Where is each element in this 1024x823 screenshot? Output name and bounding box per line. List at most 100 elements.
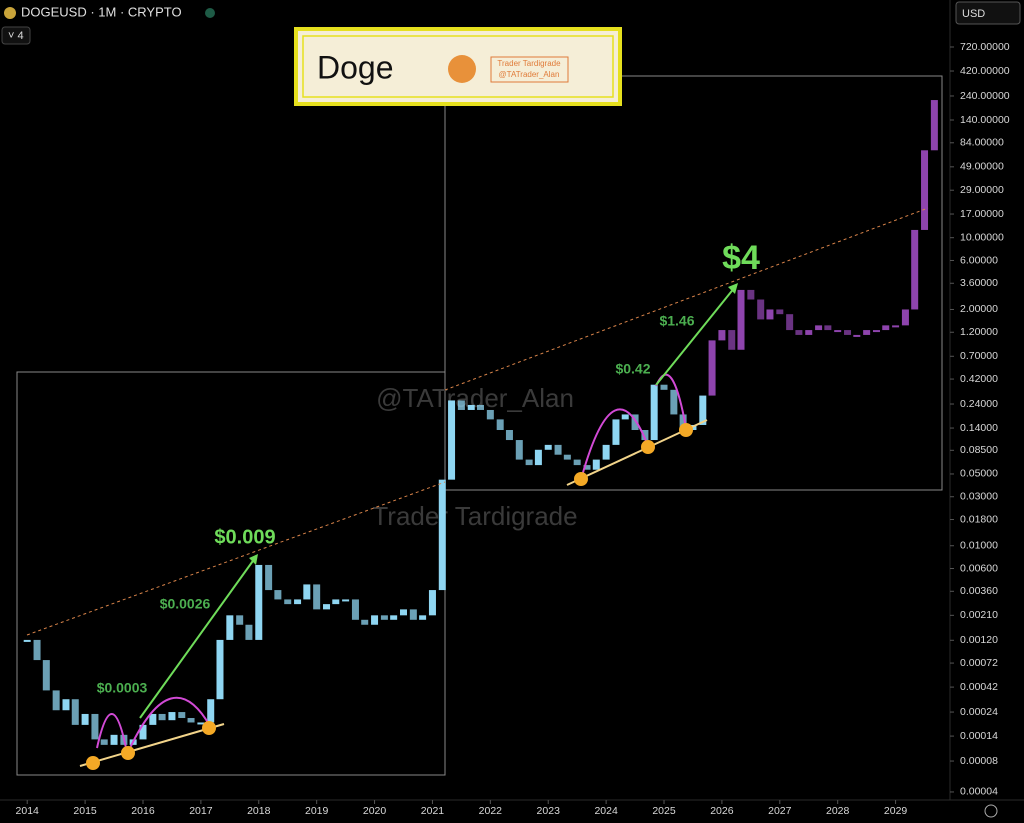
- candle: [824, 325, 832, 331]
- candle: [505, 430, 513, 441]
- arc: [581, 408, 649, 477]
- pivot-dot: [574, 472, 588, 486]
- candle: [158, 713, 166, 721]
- candle: [563, 454, 571, 460]
- candle: [882, 325, 890, 331]
- candle: [757, 299, 765, 320]
- candle: [708, 340, 716, 396]
- candle: [419, 615, 427, 620]
- annotation: $0.0026: [160, 596, 211, 612]
- symbol-title[interactable]: DOGEUSD · 1M · CRYPTO: [21, 4, 182, 19]
- candle: [139, 724, 147, 740]
- candle: [380, 615, 388, 620]
- trend-line: [444, 207, 929, 391]
- y-tick-label: 10.00000: [960, 231, 1004, 243]
- candle: [371, 615, 379, 625]
- candle: [737, 289, 745, 350]
- candle: [390, 615, 398, 620]
- candle: [641, 430, 649, 441]
- candle: [361, 619, 369, 625]
- candle: [187, 718, 195, 723]
- logo-title: Doge: [317, 49, 394, 85]
- annotation: $0.009: [214, 526, 275, 548]
- candle: [62, 699, 70, 711]
- candle: [670, 389, 678, 415]
- candle: [795, 330, 803, 335]
- y-tick-label: 0.08500: [960, 444, 998, 456]
- candle: [554, 444, 562, 455]
- x-tick-label: 2023: [537, 805, 561, 817]
- watermark: Trader Tardigrade: [372, 501, 577, 531]
- candle: [457, 400, 465, 410]
- candle: [805, 330, 813, 335]
- y-tick-label: 6.00000: [960, 254, 998, 266]
- arc: [129, 696, 211, 749]
- candle: [718, 330, 726, 341]
- candle: [428, 590, 436, 616]
- candle: [42, 660, 50, 691]
- candle: [274, 590, 282, 600]
- annotation: $1.46: [659, 313, 694, 329]
- candle: [81, 713, 89, 725]
- candle: [71, 699, 79, 725]
- candle: [844, 330, 852, 335]
- pivot-dot: [121, 746, 135, 760]
- candle: [776, 309, 784, 315]
- candle: [872, 330, 880, 333]
- arrow: [139, 557, 256, 719]
- candle: [178, 712, 186, 719]
- candle: [515, 440, 523, 460]
- candle: [728, 330, 736, 350]
- y-tick-label: 0.00014: [960, 730, 998, 742]
- candle: [236, 615, 244, 625]
- watermark: @TATrader_Alan: [376, 383, 574, 413]
- candle: [303, 584, 311, 600]
- currency-label: USD: [962, 8, 985, 20]
- candle: [921, 150, 929, 230]
- x-tick-label: 2021: [421, 805, 445, 817]
- y-tick-label: 0.00210: [960, 609, 998, 621]
- candle: [525, 459, 533, 466]
- candle: [342, 599, 350, 602]
- settings-icon[interactable]: [984, 804, 998, 818]
- y-tick-label: 2.00000: [960, 303, 998, 315]
- candle: [863, 330, 871, 335]
- annotation: $0.42: [615, 361, 650, 377]
- x-tick-label: 2028: [826, 805, 850, 817]
- trend-line: [26, 481, 446, 636]
- y-tick-label: 0.00360: [960, 585, 998, 597]
- x-tick-label: 2016: [131, 805, 155, 817]
- indicator-toggle[interactable]: [1, 26, 31, 45]
- y-tick-label: 0.00008: [960, 755, 998, 767]
- candle: [409, 609, 417, 620]
- y-tick-label: 0.14000: [960, 422, 998, 434]
- pivot-dot: [679, 423, 693, 437]
- pivot-dot: [86, 756, 100, 770]
- pivot-dot: [641, 440, 655, 454]
- currency-button[interactable]: [955, 1, 1021, 25]
- logo-handle: @TATrader_Alan: [499, 70, 560, 79]
- arrow-head: [728, 283, 738, 294]
- candle: [573, 459, 581, 466]
- y-tick-label: 0.01000: [960, 540, 998, 552]
- y-tick-label: 17.00000: [960, 208, 1004, 220]
- candle: [332, 599, 340, 605]
- candle: [631, 414, 639, 431]
- y-tick-label: 49.00000: [960, 161, 1004, 173]
- candle: [265, 564, 273, 591]
- y-tick-label: 140.00000: [960, 114, 1010, 126]
- x-tick-label: 2017: [189, 805, 213, 817]
- overlays: $0.009 $0.0026 $0.0003 $0.42 $1.46 $4: [26, 207, 929, 770]
- arrow-head: [249, 554, 258, 565]
- candle: [23, 639, 31, 642]
- candle: [496, 419, 504, 431]
- y-tick-label: 0.00024: [960, 706, 998, 718]
- x-tick-label: 2020: [363, 805, 387, 817]
- candle: [110, 734, 118, 745]
- candle: [476, 404, 484, 410]
- y-tick-label: 29.00000: [960, 184, 1004, 196]
- y-tick-label: 720.00000: [960, 41, 1010, 53]
- candle: [245, 624, 253, 640]
- y-tick-label: 0.42000: [960, 373, 998, 385]
